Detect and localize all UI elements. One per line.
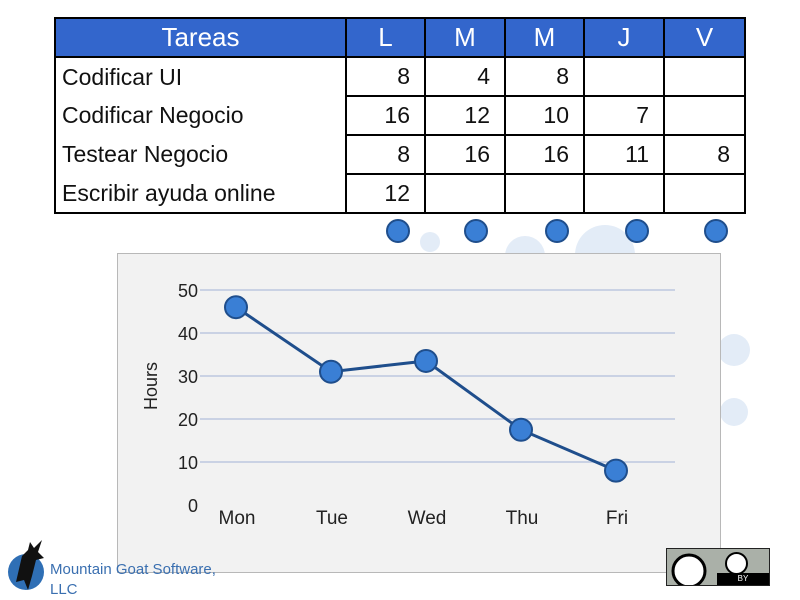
task-name: Testear Negocio xyxy=(54,135,346,174)
hours-cell: 8 xyxy=(345,134,426,175)
hours-cell: 11 xyxy=(583,134,665,175)
header-task: Tareas xyxy=(54,17,347,58)
hours-cell xyxy=(583,173,665,214)
x-tick-label: Thu xyxy=(506,508,539,529)
x-tick-label: Mon xyxy=(219,508,256,529)
column-marker xyxy=(704,219,728,243)
decor-dot xyxy=(420,232,440,252)
y-axis-label: Hours xyxy=(141,362,161,410)
data-point xyxy=(604,458,628,483)
hours-cell: 8 xyxy=(345,56,426,97)
hours-cell: 4 xyxy=(424,56,506,97)
data-point xyxy=(224,295,248,320)
hours-cell xyxy=(663,95,746,136)
x-tick-label: Tue xyxy=(316,508,348,529)
header-day: V xyxy=(663,17,746,58)
data-point xyxy=(414,348,438,373)
column-marker xyxy=(386,219,410,243)
decor-dot xyxy=(720,398,748,426)
hours-cell xyxy=(663,56,746,97)
series-line xyxy=(235,305,617,472)
data-point xyxy=(509,417,533,442)
logo-text-line1: Mountain Goat Software, xyxy=(50,561,216,578)
creative-commons-by-icon: BY xyxy=(666,548,770,586)
hours-cell: 16 xyxy=(424,134,506,175)
hours-cell: 16 xyxy=(504,134,585,175)
header-day: M xyxy=(504,17,585,58)
column-marker xyxy=(625,219,649,243)
header-day: L xyxy=(345,17,426,58)
hours-cell: 8 xyxy=(663,134,746,175)
header-day: M xyxy=(424,17,506,58)
task-name: Codificar UI xyxy=(54,56,346,96)
decor-dot xyxy=(718,334,750,366)
chart-panel xyxy=(117,253,721,573)
attribution-icon xyxy=(725,552,748,575)
task-hours-table: Tareas L M M J V Codificar UI 8 4 8 Codi… xyxy=(54,17,746,214)
hours-cell xyxy=(583,56,665,97)
hours-cell: 12 xyxy=(345,173,426,214)
task-name: Escribir ayuda online xyxy=(54,174,346,214)
hours-cell: 10 xyxy=(504,95,585,136)
logo-text-line2: LLC xyxy=(50,581,78,598)
header-day: J xyxy=(583,17,665,58)
goat-logo-icon xyxy=(8,536,52,599)
hours-cell: 7 xyxy=(583,95,665,136)
table-row: Codificar Negocio 16 12 10 7 xyxy=(54,95,746,136)
hours-cell xyxy=(663,173,746,214)
hours-cell: 16 xyxy=(345,95,426,136)
hours-cell: 8 xyxy=(504,56,585,97)
x-tick-label: Wed xyxy=(408,508,447,529)
table-row: Escribir ayuda online 12 xyxy=(54,173,746,214)
hours-cell: 12 xyxy=(424,95,506,136)
column-marker xyxy=(545,219,569,243)
table-header-row: Tareas L M M J V xyxy=(54,17,746,58)
hours-cell xyxy=(504,173,585,214)
column-marker xyxy=(464,219,488,243)
y-tick-label: 0 xyxy=(188,496,198,516)
y-tick-label: 30 xyxy=(178,367,198,387)
data-point xyxy=(319,359,343,384)
y-tick-label: 50 xyxy=(178,281,198,301)
y-tick-label: 20 xyxy=(178,410,198,430)
license-label: BY xyxy=(737,574,749,583)
y-tick-label: 10 xyxy=(178,453,198,473)
hours-cell xyxy=(424,173,506,214)
task-name: Codificar Negocio xyxy=(54,96,346,135)
y-tick-label: 40 xyxy=(178,324,198,344)
table-row: Codificar UI 8 4 8 xyxy=(54,56,746,97)
table-row: Testear Negocio 8 16 16 11 8 xyxy=(54,134,746,175)
x-tick-label: Fri xyxy=(606,508,628,529)
